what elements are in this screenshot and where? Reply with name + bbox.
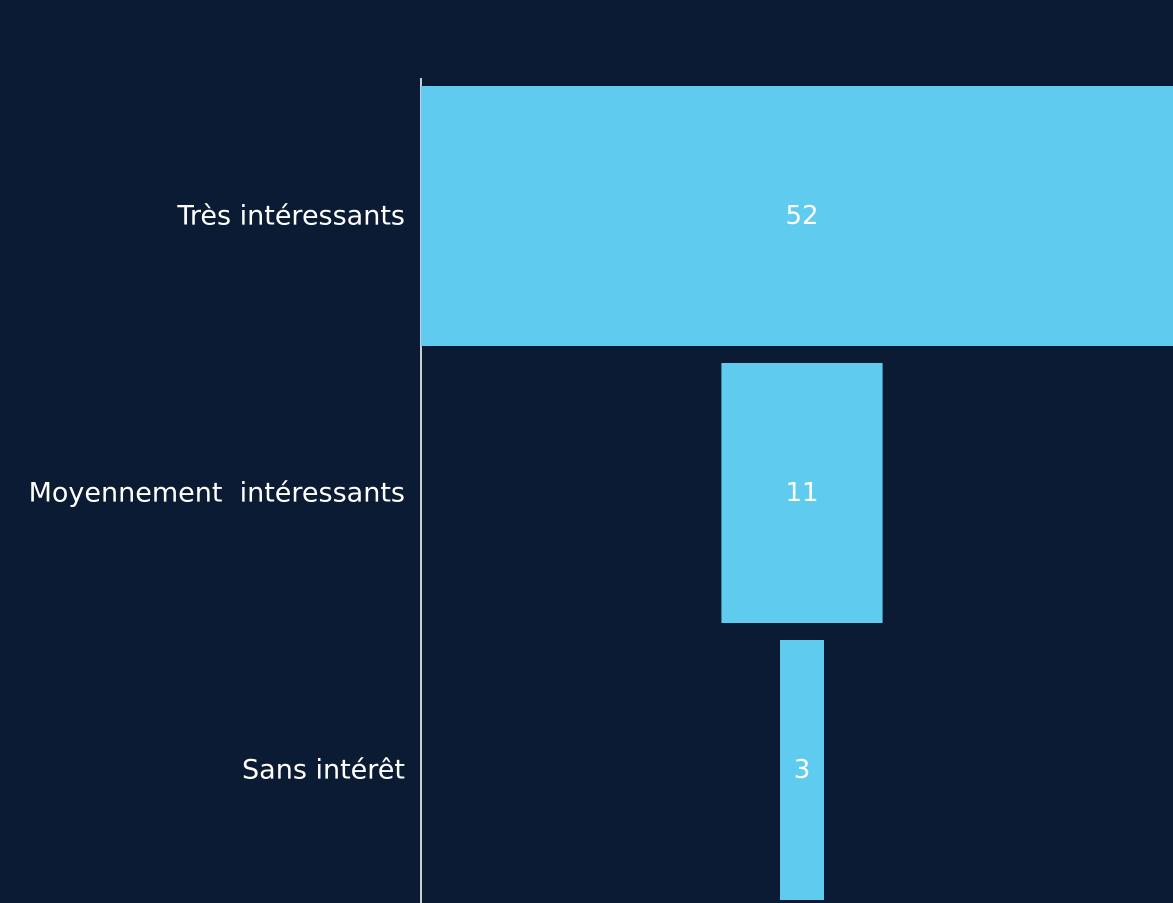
- bar-value-label-2: 11: [785, 478, 818, 508]
- category-label-1: Très intéressants: [176, 201, 405, 232]
- bars-group: [421, 86, 1173, 900]
- category-labels-group: Très intéressants Moyennement intéressant…: [29, 201, 405, 786]
- category-label-3: Sans intérêt: [242, 755, 405, 786]
- bar-3: [780, 640, 824, 900]
- value-labels-group: 52 11 3: [785, 201, 818, 785]
- bar-value-label-1: 52: [785, 201, 818, 231]
- category-label-2: Moyennement intéressants: [29, 478, 405, 509]
- bar-1: [421, 86, 1173, 346]
- bar-value-label-3: 3: [794, 755, 811, 785]
- bar-2: [721, 363, 883, 623]
